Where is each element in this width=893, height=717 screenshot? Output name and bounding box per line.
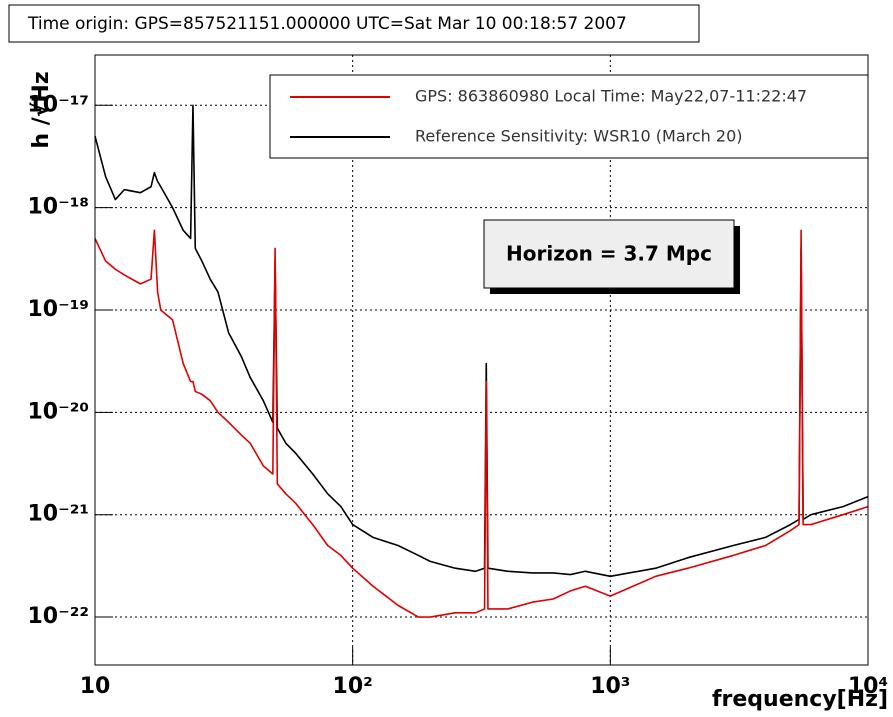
- series-line: [94, 104, 869, 578]
- annotation: Horizon = 3.7 Mpc: [506, 242, 712, 266]
- legend-label: Reference Sensitivity: WSR10 (March 20): [415, 127, 743, 146]
- x-tick-label: 10³: [590, 674, 630, 699]
- y-tick-label: 10⁻²⁰: [28, 399, 90, 424]
- x-tick-label: 10: [80, 674, 111, 699]
- y-tick-label: 10⁻¹⁷: [28, 92, 90, 117]
- x-tick-label: 10²: [333, 674, 373, 699]
- y-tick-label: 10⁻¹⁹: [28, 297, 90, 322]
- y-tick-label: 10⁻²²: [28, 604, 90, 629]
- title-box: [8, 4, 700, 43]
- series-line: [94, 229, 869, 618]
- y-tick-label: 10⁻²¹: [28, 502, 90, 527]
- annotation-box: [483, 219, 735, 289]
- legend-label: GPS: 863860980 Local Time: May22,07-11:2…: [415, 87, 807, 106]
- x-axis-label: frequency[Hz]: [712, 687, 888, 712]
- chart-title: Time origin: GPS=857521151.000000 UTC=Sa…: [27, 14, 627, 34]
- plot-frame: [94, 54, 869, 666]
- x-tick-label: 10⁴: [848, 674, 888, 699]
- y-tick-label: 10⁻¹⁸: [28, 195, 90, 220]
- legend-box: [269, 74, 869, 159]
- y-axis-label: h /√Hz: [29, 71, 54, 148]
